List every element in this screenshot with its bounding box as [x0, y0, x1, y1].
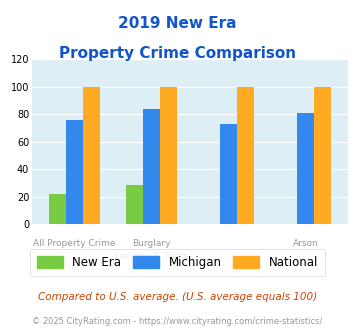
Bar — [297, 113, 314, 224]
Bar — [237, 87, 253, 224]
Text: Arson: Arson — [293, 239, 318, 248]
Text: Compared to U.S. average. (U.S. average equals 100): Compared to U.S. average. (U.S. average … — [38, 292, 317, 302]
Text: Larceny & Theft: Larceny & Theft — [115, 252, 187, 261]
Bar — [314, 87, 331, 224]
Bar — [49, 194, 66, 224]
Bar — [220, 124, 237, 224]
Bar — [143, 109, 160, 224]
Bar — [83, 87, 99, 224]
Text: All Property Crime: All Property Crime — [33, 239, 116, 248]
Bar — [66, 120, 83, 224]
Text: Property Crime Comparison: Property Crime Comparison — [59, 46, 296, 61]
Text: Burglary: Burglary — [132, 239, 171, 248]
Bar — [126, 184, 143, 224]
Legend: New Era, Michigan, National: New Era, Michigan, National — [30, 249, 325, 276]
Text: 2019 New Era: 2019 New Era — [118, 16, 237, 31]
Bar — [160, 87, 176, 224]
Text: © 2025 CityRating.com - https://www.cityrating.com/crime-statistics/: © 2025 CityRating.com - https://www.city… — [32, 317, 323, 326]
